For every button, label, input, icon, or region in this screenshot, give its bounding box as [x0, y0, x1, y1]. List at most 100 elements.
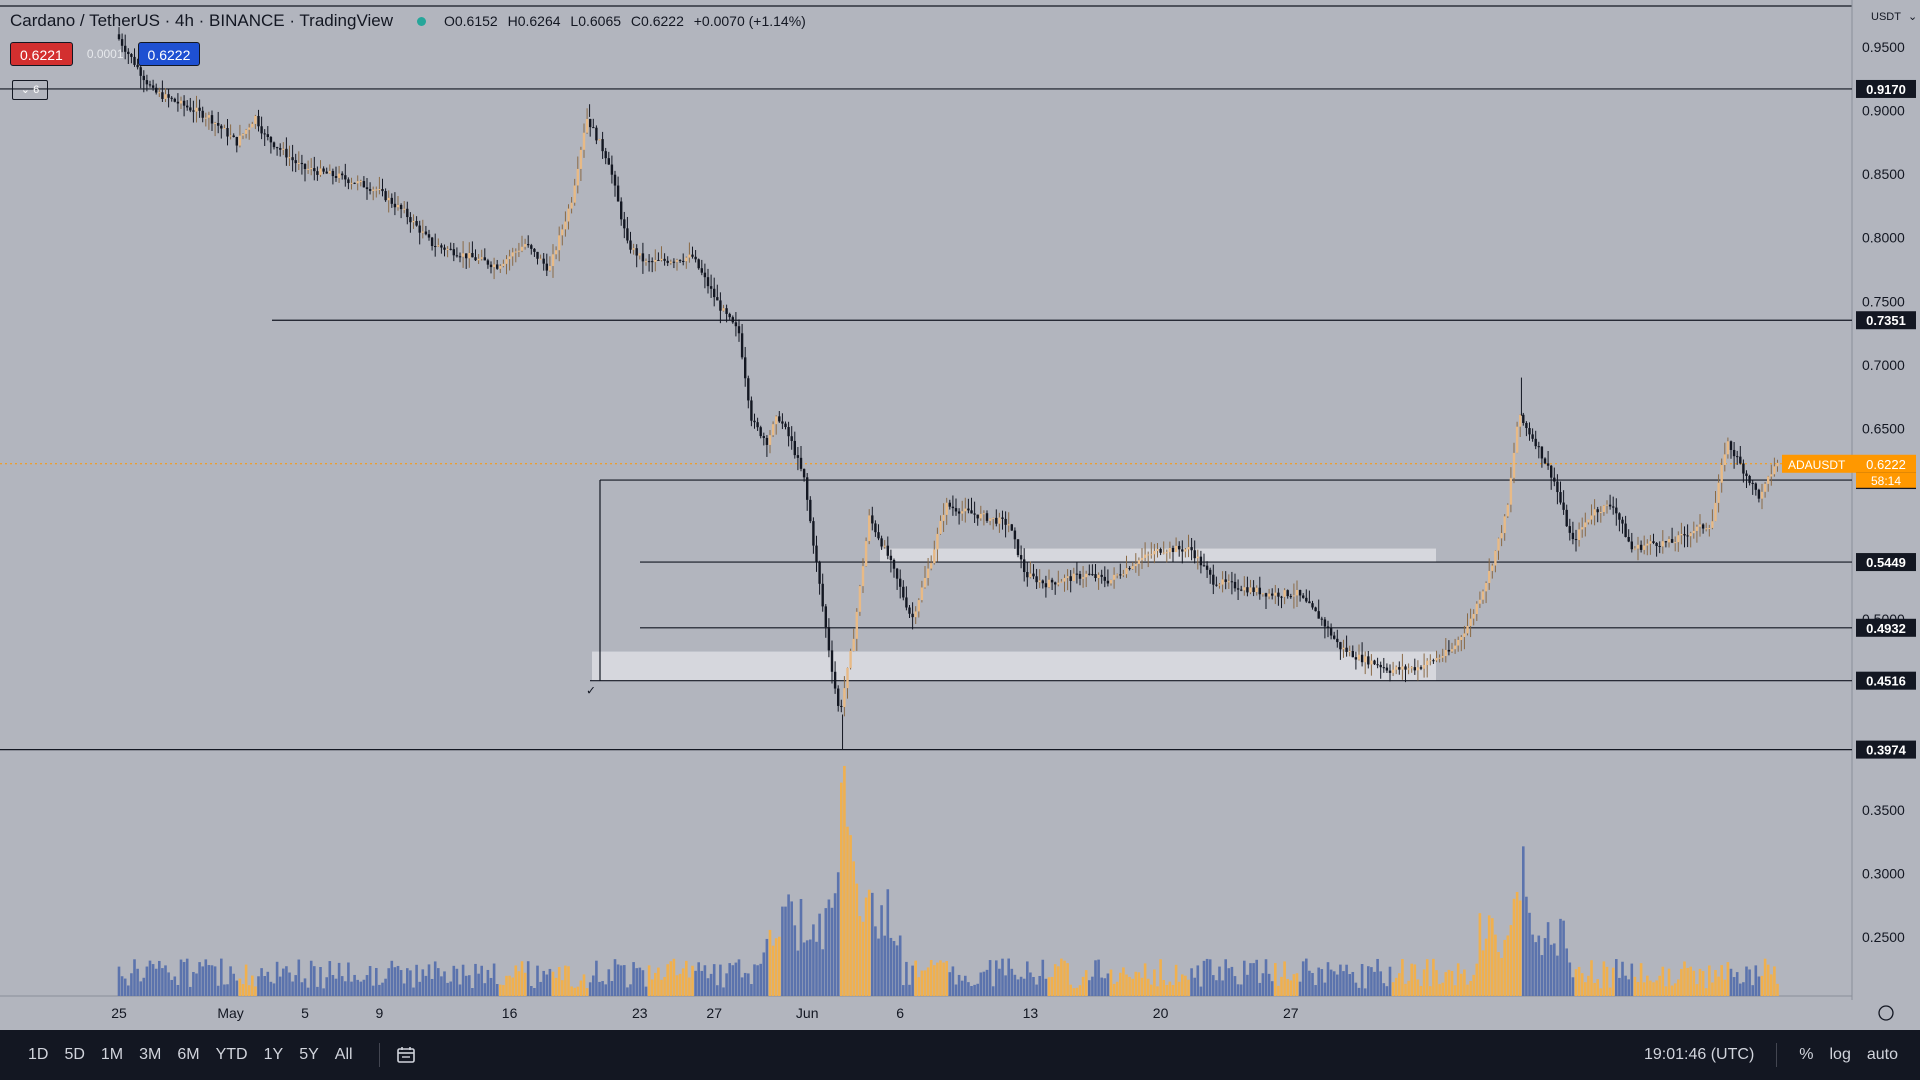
candle-body	[1202, 565, 1206, 567]
log-scale-toggle[interactable]: log	[1829, 1046, 1851, 1063]
volume-bar	[1332, 971, 1336, 996]
volume-bar	[712, 964, 716, 996]
candle-body	[1106, 580, 1110, 584]
range-1y-button[interactable]: 1Y	[263, 1046, 284, 1063]
buy-button[interactable]: 0.6222	[137, 42, 201, 66]
calendar-icon[interactable]	[396, 1046, 416, 1064]
candle-body	[1360, 654, 1364, 663]
candle-body	[1143, 554, 1147, 558]
volume-bar	[917, 977, 921, 996]
volume-bar	[1766, 964, 1770, 996]
candle-body	[682, 260, 685, 262]
candle-body	[967, 508, 970, 511]
volume-bar	[350, 981, 353, 996]
candle-body	[254, 115, 257, 124]
utc-clock[interactable]: 19:01:46 (UTC)	[1644, 1046, 1755, 1063]
volume-bar	[1239, 984, 1243, 996]
indicators-collapse-button[interactable]: ⌄ 6	[12, 80, 48, 100]
candle-body	[155, 87, 158, 93]
volume-bar	[1010, 968, 1014, 996]
candle-body	[1757, 489, 1761, 499]
candle-body	[1004, 518, 1007, 525]
candle-body	[142, 75, 145, 81]
candle-body	[496, 264, 499, 269]
x-tick-label: 6	[896, 1005, 904, 1021]
volume-bar	[579, 980, 583, 996]
candle-body	[145, 80, 149, 85]
volume-bar	[1491, 918, 1494, 996]
volume-bar	[1379, 971, 1382, 996]
candle-body	[1205, 565, 1209, 570]
volume-bar	[849, 835, 852, 996]
candle-body	[1751, 482, 1754, 484]
x-tick-label: 16	[502, 1005, 518, 1021]
volume-bar	[170, 979, 173, 996]
candle-body	[399, 204, 403, 210]
candle-body	[520, 246, 524, 251]
candle-body	[796, 455, 800, 458]
volume-bar	[381, 982, 384, 996]
candle-body	[207, 115, 211, 118]
volume-bar	[830, 907, 834, 996]
candle-body	[669, 261, 672, 263]
candle-body	[883, 545, 886, 547]
candle-body	[483, 257, 486, 261]
candle-body	[1581, 527, 1584, 530]
range-all-button[interactable]: All	[334, 1046, 353, 1063]
volume-bar	[517, 971, 521, 996]
candle-body	[678, 260, 682, 262]
sell-button[interactable]: 0.6221	[10, 42, 73, 66]
volume-bar	[1007, 958, 1010, 996]
candle-body	[554, 250, 558, 255]
candle-body	[1553, 477, 1556, 482]
range-3m-button[interactable]: 3M	[139, 1046, 162, 1063]
candle-body	[616, 185, 620, 202]
volume-bar	[1057, 966, 1060, 996]
candle-body	[1094, 574, 1097, 579]
range-5d-button[interactable]: 5D	[64, 1046, 85, 1063]
range-6m-button[interactable]: 6M	[177, 1046, 200, 1063]
current-price-label: 0.6222	[1866, 457, 1906, 472]
range-ytd-button[interactable]: YTD	[215, 1046, 248, 1063]
candle-body	[756, 422, 759, 428]
candle-body	[158, 92, 161, 94]
volume-bar	[1004, 975, 1007, 996]
candle-body	[1602, 505, 1606, 513]
y-tick-label: 0.9500	[1862, 39, 1905, 55]
range-1d-button[interactable]: 1D	[28, 1046, 49, 1063]
volume-bar	[1078, 985, 1082, 996]
volume-bar	[694, 970, 697, 996]
volume-bar	[1103, 978, 1107, 996]
candle-body	[607, 158, 610, 165]
volume-bar	[1041, 959, 1045, 996]
volume-bar	[167, 972, 170, 996]
range-5y-button[interactable]: 5Y	[299, 1046, 319, 1063]
volume-bar	[660, 979, 663, 996]
chart-canvas[interactable]: USDT ⌄ 0.9500 0.9000 0.8500 0.8000 0.7500 0.700…	[0, 0, 1920, 1030]
candle-body	[1267, 593, 1271, 597]
volume-bar	[133, 959, 136, 996]
candle-body	[446, 248, 449, 250]
range-1m-button[interactable]: 1M	[100, 1046, 124, 1063]
volume-bar	[1255, 959, 1258, 996]
volume-bar	[1218, 966, 1221, 996]
volume-bar	[421, 969, 425, 996]
candle-body	[1512, 452, 1516, 478]
percent-scale-toggle[interactable]: %	[1799, 1046, 1814, 1063]
settings-gear-icon[interactable]	[1878, 1005, 1894, 1021]
volume-bar	[1695, 984, 1699, 996]
volume-bar	[1472, 974, 1475, 996]
volume-bar	[570, 986, 573, 996]
volume-bar	[1670, 985, 1674, 996]
candle-body	[1261, 593, 1265, 595]
volume-bar	[1246, 974, 1249, 996]
candle-body	[1422, 665, 1426, 669]
volume-bar	[1559, 918, 1562, 996]
candle-body	[1323, 619, 1327, 627]
volume-bar	[573, 987, 576, 996]
candle-body	[570, 202, 573, 209]
auto-scale-toggle[interactable]: auto	[1866, 1046, 1898, 1063]
candle-body	[948, 502, 951, 507]
candle-body	[1274, 592, 1277, 596]
candle-body	[771, 424, 775, 436]
